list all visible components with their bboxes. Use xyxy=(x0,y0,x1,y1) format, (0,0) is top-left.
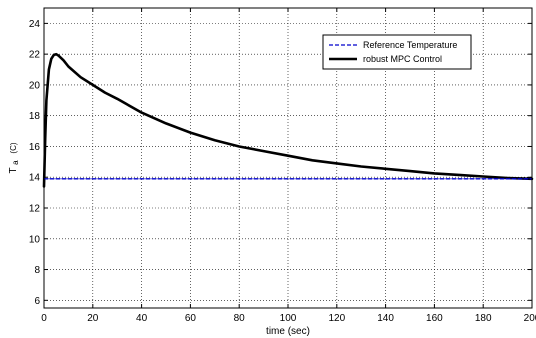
x-tick-label: 200 xyxy=(524,313,536,324)
x-tick-label: 160 xyxy=(426,313,443,324)
x-tick-label: 100 xyxy=(280,313,297,324)
y-tick-label: 12 xyxy=(29,204,41,215)
y-tick-label: 10 xyxy=(29,234,41,245)
grid xyxy=(43,8,533,308)
x-tick-label: 40 xyxy=(136,313,148,324)
x-tick-label: 0 xyxy=(41,313,47,324)
x-tick-label: 120 xyxy=(328,313,345,324)
legend-label-robust-mpc: robust MPC Control xyxy=(363,54,442,64)
x-tick-label: 140 xyxy=(377,313,394,324)
y-tick-label: 14 xyxy=(29,173,41,184)
y-tick-label: 18 xyxy=(29,111,41,122)
series-layer xyxy=(42,52,534,188)
y-tick-label: 6 xyxy=(34,296,40,307)
y-axis-label-main: T xyxy=(8,168,19,174)
y-tick-label: 22 xyxy=(29,50,41,61)
y-axis-label-unit: (C) xyxy=(9,142,18,153)
y-tick-label: 20 xyxy=(29,80,41,91)
x-tick-label: 20 xyxy=(87,313,99,324)
x-tick-label: 180 xyxy=(475,313,492,324)
x-axis-label: time (sec) xyxy=(266,326,310,337)
y-axis-label-sub: a xyxy=(11,160,20,165)
x-tick-label: 60 xyxy=(185,313,197,324)
y-tick-label: 8 xyxy=(34,265,40,276)
y-axis-label: T a (C) xyxy=(8,142,21,173)
x-axis-ticks: 0 20 40 60 80 100 120 140 160 180 200 xyxy=(41,8,536,324)
legend-label-reference: Reference Temperature xyxy=(363,40,457,50)
y-axis-ticks: 6 8 10 12 14 16 18 20 22 24 xyxy=(29,19,532,307)
legend-box xyxy=(322,34,472,70)
legend: Reference Temperature robust MPC Control xyxy=(322,34,472,70)
x-tick-label: 80 xyxy=(234,313,246,324)
robust-mpc-control-line xyxy=(42,52,534,188)
y-tick-label: 24 xyxy=(29,19,41,30)
y-tick-label: 16 xyxy=(29,142,41,153)
